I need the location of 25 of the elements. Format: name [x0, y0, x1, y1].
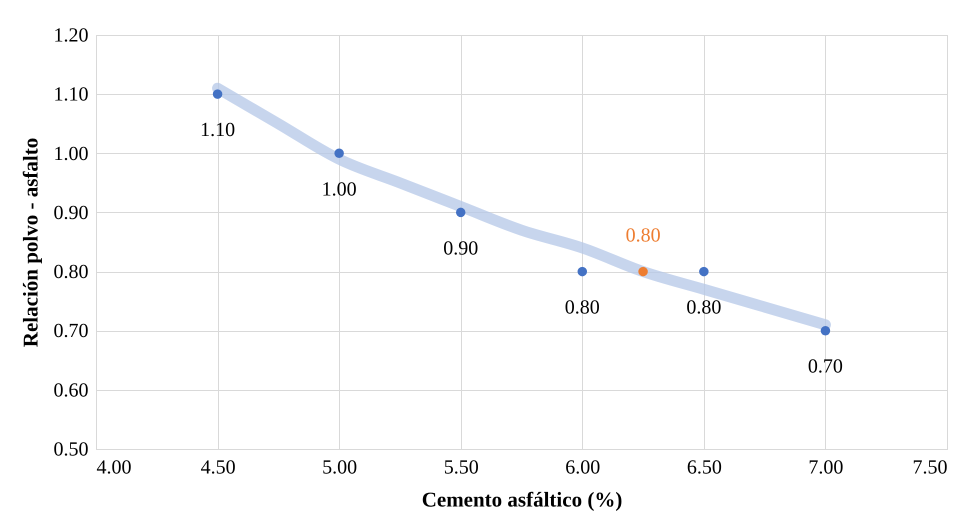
y-tick-label: 1.10 — [54, 84, 88, 106]
x-tick-label: 7.50 — [912, 456, 948, 478]
data-label: 0.80 — [626, 224, 661, 247]
y-axis-title: Relación polvo - asfalto — [18, 138, 42, 348]
y-tick-label: 0.80 — [54, 261, 88, 284]
x-tick-label: 7.00 — [808, 456, 844, 478]
y-tick-label: 1.20 — [54, 24, 88, 46]
data-label: 0.80 — [686, 296, 722, 319]
x-tick-label: 5.00 — [322, 456, 358, 478]
data-label: 0.70 — [808, 356, 843, 378]
y-tick-label: 0.60 — [54, 379, 88, 402]
y-tick-label: 0.90 — [54, 202, 88, 224]
x-tick-label: 4.00 — [96, 456, 132, 478]
data-label: 1.10 — [200, 119, 236, 142]
x-tick-label: 5.50 — [444, 456, 479, 478]
x-tick-label: 6.00 — [565, 456, 600, 478]
y-tick-label: 0.70 — [54, 320, 88, 342]
data-label: 1.00 — [322, 178, 357, 200]
y-tick-label: 0.50 — [54, 438, 88, 460]
data-label: 0.90 — [443, 237, 478, 260]
x-tick-label: 4.50 — [200, 456, 236, 478]
data-label: 0.80 — [564, 296, 600, 319]
x-tick-label: 6.50 — [686, 456, 722, 478]
y-tick-label: 1.00 — [54, 142, 88, 165]
x-axis-title: Cemento asfáltico (%) — [422, 488, 622, 512]
